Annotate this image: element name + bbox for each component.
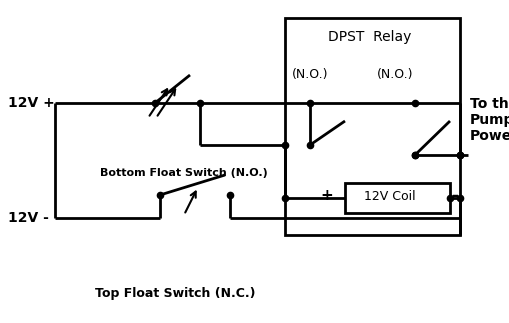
Text: (N.O.): (N.O.) bbox=[292, 68, 328, 81]
Text: +: + bbox=[321, 189, 333, 203]
Text: Top Float Switch (N.C.): Top Float Switch (N.C.) bbox=[95, 287, 255, 300]
Bar bbox=[345, 183, 450, 213]
Text: (N.O.): (N.O.) bbox=[377, 68, 413, 81]
Text: Bottom Float Switch (N.O.): Bottom Float Switch (N.O.) bbox=[100, 168, 268, 178]
Text: DPST  Relay: DPST Relay bbox=[328, 30, 412, 44]
Text: -: - bbox=[451, 187, 459, 205]
Text: 12V Coil: 12V Coil bbox=[364, 190, 416, 203]
Text: 12V +: 12V + bbox=[8, 96, 55, 110]
Bar bbox=[285, 18, 460, 235]
Text: 12V -: 12V - bbox=[8, 211, 49, 225]
Text: To the
Pump
Power: To the Pump Power bbox=[470, 97, 509, 143]
